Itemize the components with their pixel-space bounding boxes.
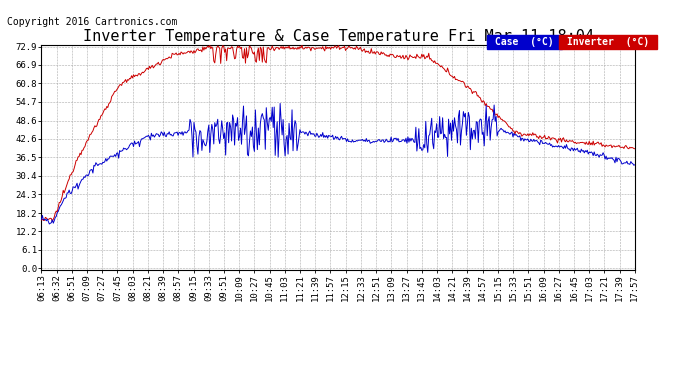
Text: Copyright 2016 Cartronics.com: Copyright 2016 Cartronics.com xyxy=(7,17,177,27)
Text: Case  (°C): Case (°C) xyxy=(489,37,560,46)
Text: Inverter  (°C): Inverter (°C) xyxy=(561,37,655,46)
Title: Inverter Temperature & Case Temperature Fri Mar 11 18:04: Inverter Temperature & Case Temperature … xyxy=(83,29,593,44)
